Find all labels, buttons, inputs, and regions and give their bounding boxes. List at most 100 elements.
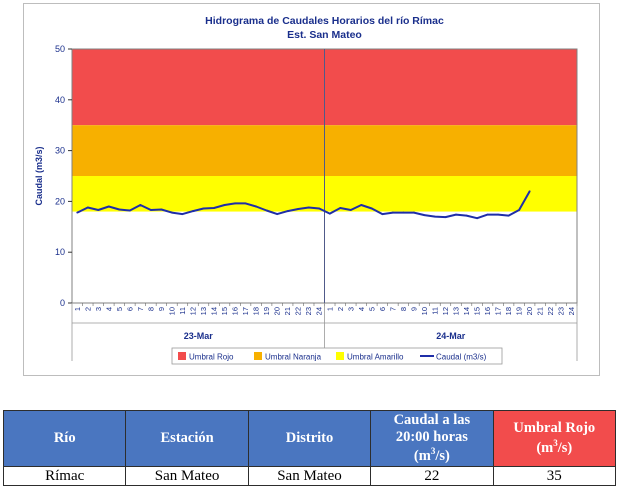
x-tick-label: 10 bbox=[167, 307, 176, 315]
data-point bbox=[223, 204, 226, 206]
x-tick-label: 2 bbox=[336, 307, 345, 311]
x-tick-label: 24 bbox=[315, 307, 324, 315]
legend-swatch bbox=[254, 352, 262, 360]
x-tick-label: 24 bbox=[567, 307, 576, 315]
y-tick-label: 20 bbox=[55, 196, 65, 206]
x-tick-label: 16 bbox=[231, 307, 240, 315]
x-tick-label: 21 bbox=[536, 307, 545, 315]
data-point bbox=[276, 213, 279, 216]
x-tick-label: 2 bbox=[83, 307, 92, 311]
x-tick-label: 19 bbox=[262, 307, 271, 315]
data-point bbox=[455, 213, 457, 216]
x-tick-label: 7 bbox=[388, 307, 397, 311]
header-rio: Río bbox=[2, 410, 127, 467]
data-point bbox=[402, 211, 405, 214]
data-point bbox=[391, 211, 394, 214]
table-row: Rímac San Mateo San Mateo 22 35 bbox=[2, 466, 617, 486]
x-tick-label: 6 bbox=[378, 307, 387, 311]
data-point bbox=[413, 211, 415, 214]
x-tick-label: 22 bbox=[546, 307, 555, 315]
flow-summary-table: Río Estación Distrito Caudal a las 20:00… bbox=[2, 410, 617, 486]
table-header-row: Río Estación Distrito Caudal a las 20:00… bbox=[2, 410, 617, 467]
data-point bbox=[265, 209, 268, 212]
y-axis-label: Caudal (m3/s) bbox=[34, 146, 44, 205]
chart-title: Hidrograma de Caudales Horarios del río … bbox=[205, 15, 444, 27]
x-tick-label: 19 bbox=[515, 307, 524, 315]
hydrograph-chart: Hidrograma de Caudales Horarios del río … bbox=[34, 15, 578, 365]
x-tick-label: 13 bbox=[452, 307, 461, 315]
cell-rio: Rímac bbox=[2, 466, 127, 486]
data-point bbox=[518, 209, 521, 211]
data-point bbox=[328, 212, 331, 215]
x-tick-label: 23 bbox=[557, 307, 566, 315]
data-point bbox=[118, 208, 121, 211]
header-umbral-unit-pre: (m bbox=[536, 439, 554, 456]
data-point bbox=[160, 208, 163, 211]
data-point bbox=[297, 208, 300, 210]
data-point bbox=[213, 207, 215, 209]
header-estacion: Estación bbox=[125, 410, 249, 467]
data-point bbox=[497, 213, 499, 216]
chart-subtitle: Est. San Mateo bbox=[287, 29, 362, 41]
header-umbral-unit-exp: 3 bbox=[553, 437, 558, 448]
x-tick-label: 9 bbox=[157, 307, 166, 311]
data-point bbox=[286, 210, 289, 212]
data-point bbox=[171, 211, 173, 214]
cell-estacion: San Mateo bbox=[125, 466, 249, 486]
cell-caudal: 22 bbox=[370, 466, 494, 486]
header-umbral-rojo: Umbral Rojo (m3/s) bbox=[492, 410, 617, 467]
data-point bbox=[181, 213, 184, 216]
legend-label: Umbral Rojo bbox=[189, 353, 234, 362]
data-point bbox=[528, 190, 531, 193]
data-point bbox=[507, 214, 510, 217]
data-point bbox=[486, 213, 489, 216]
x-tick-label: 3 bbox=[94, 307, 103, 311]
y-tick-label: 50 bbox=[55, 44, 65, 54]
x-tick-label: 12 bbox=[188, 307, 197, 315]
x-tick-label: 23 bbox=[304, 307, 313, 315]
x-tick-label: 4 bbox=[357, 307, 366, 311]
x-tick-label: 14 bbox=[462, 307, 471, 315]
data-point bbox=[370, 207, 373, 210]
legend-label: Umbral Naranja bbox=[265, 353, 322, 362]
header-umbral-unit-post: /s) bbox=[557, 439, 573, 456]
x-tick-label: 11 bbox=[178, 307, 187, 315]
data-point bbox=[192, 210, 194, 212]
y-tick-label: 0 bbox=[60, 298, 65, 308]
x-tick-label: 17 bbox=[241, 307, 250, 315]
x-tick-label: 4 bbox=[104, 307, 113, 311]
header-umbral-line1: Umbral Rojo bbox=[513, 420, 596, 437]
data-point bbox=[86, 206, 89, 209]
data-point bbox=[423, 214, 426, 217]
data-point bbox=[150, 209, 152, 211]
y-tick-label: 10 bbox=[55, 247, 65, 257]
x-tick-label: 11 bbox=[430, 307, 439, 315]
legend-label: Umbral Amarillo bbox=[347, 353, 404, 362]
x-tick-label: 5 bbox=[115, 307, 124, 311]
chart-frame: Hidrograma de Caudales Horarios del río … bbox=[23, 3, 600, 376]
data-point bbox=[202, 207, 205, 210]
x-tick-label: 3 bbox=[346, 307, 355, 311]
x-tick-label: 1 bbox=[325, 307, 334, 311]
x-tick-label: 20 bbox=[525, 307, 534, 315]
x-tick-label: 9 bbox=[409, 307, 418, 311]
data-point bbox=[307, 206, 310, 209]
x-tick-label: 10 bbox=[420, 307, 429, 315]
header-caudal-unit-pre: (m bbox=[413, 448, 431, 465]
y-tick-label: 40 bbox=[55, 95, 65, 105]
header-caudal-line1: Caudal a las bbox=[393, 411, 471, 428]
cell-umbral-rojo: 35 bbox=[492, 466, 617, 486]
data-point bbox=[381, 213, 384, 216]
data-point bbox=[318, 207, 321, 210]
legend-label: Caudal (m3/s) bbox=[436, 353, 487, 362]
data-point bbox=[139, 204, 142, 206]
x-tick-label: 1 bbox=[73, 307, 82, 311]
cell-distrito: San Mateo bbox=[247, 466, 372, 486]
data-point bbox=[349, 209, 352, 211]
x-tick-label: 17 bbox=[494, 307, 503, 315]
header-caudal-unit-post: /s) bbox=[435, 448, 450, 465]
x-tick-label: 16 bbox=[483, 307, 492, 315]
x-tick-label: 8 bbox=[399, 307, 408, 311]
date-label: 24-Mar bbox=[436, 331, 466, 341]
x-tick-label: 18 bbox=[504, 307, 513, 315]
